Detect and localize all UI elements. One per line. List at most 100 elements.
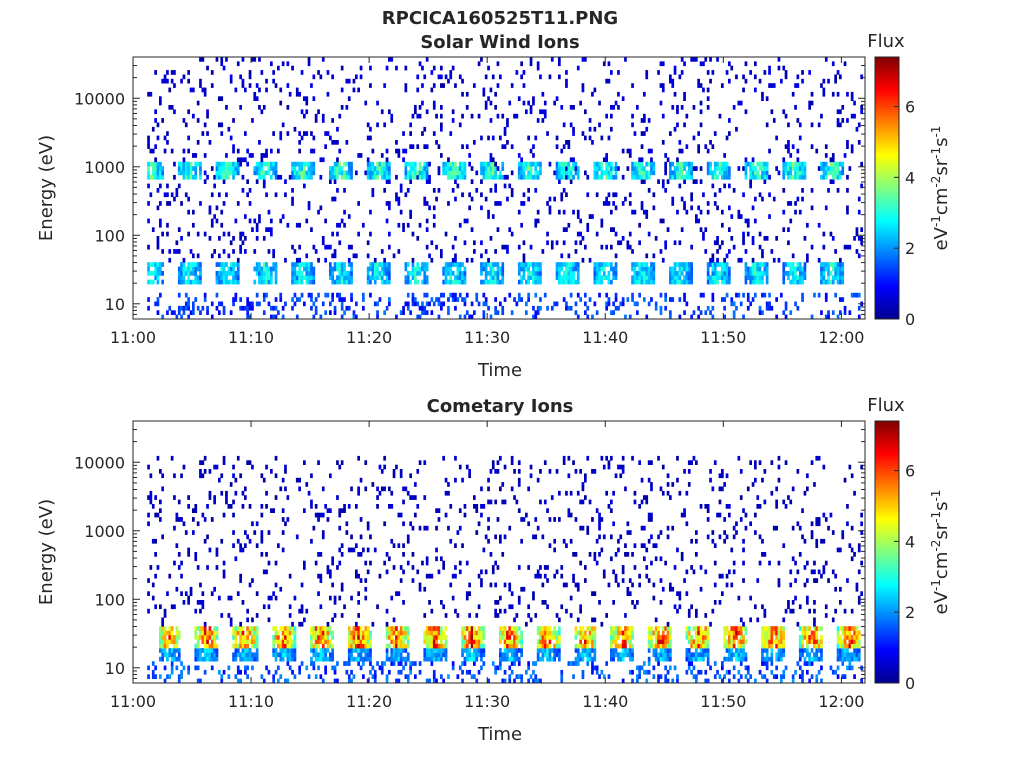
spectrogram-cell <box>765 635 769 640</box>
spectrogram-cell <box>721 83 724 88</box>
spectrogram-cell <box>487 214 490 219</box>
spectrogram-cell <box>513 639 516 644</box>
spectrogram-cell <box>501 310 505 315</box>
spectrogram-cell <box>661 183 665 189</box>
spectrogram-cell <box>824 174 828 180</box>
spectrogram-cell <box>194 275 198 280</box>
spectrogram-cell <box>754 166 757 171</box>
spectrogram-cell <box>742 656 745 662</box>
spectrogram-cell <box>482 87 486 93</box>
spectrogram-cell <box>184 161 188 167</box>
spectrogram-cell <box>314 305 318 311</box>
spectrogram-cell <box>154 157 157 163</box>
spectrogram-cell <box>487 166 490 171</box>
spectrogram-cell <box>794 271 797 276</box>
spectrogram-cell <box>699 100 703 106</box>
spectrogram-cell <box>610 630 613 636</box>
spectrogram-cell <box>180 236 183 241</box>
spectrogram-cell <box>843 656 847 662</box>
spectrogram-cell <box>437 652 441 658</box>
spectrogram-cell <box>645 271 649 276</box>
spectrogram-cell <box>475 297 479 302</box>
spectrogram-cell <box>739 257 743 263</box>
spectrogram-cell <box>780 78 783 84</box>
spectrogram-cell <box>206 174 209 180</box>
spectrogram-cell <box>371 621 375 627</box>
spectrogram-cell <box>494 161 497 167</box>
spectrogram-cell <box>600 262 604 267</box>
spectrogram-cell <box>430 626 434 631</box>
spectrogram-cell <box>350 639 353 644</box>
spectrogram-cell <box>428 301 431 307</box>
spectrogram-cell <box>345 105 349 110</box>
spectrogram-cell <box>610 227 613 232</box>
spectrogram-cell <box>638 674 641 679</box>
spectrogram-cell <box>288 91 292 97</box>
spectrogram-cell <box>680 70 684 75</box>
spectrogram-cell <box>638 222 641 228</box>
spectrogram-cell <box>449 166 453 171</box>
spectrogram-cell <box>820 266 823 272</box>
spectrogram-cell <box>789 279 793 285</box>
spectrogram-cell <box>503 643 507 649</box>
spectrogram-cell <box>210 222 214 228</box>
spectrogram-cell <box>671 105 675 110</box>
spectrogram-cell <box>425 170 429 176</box>
spectrogram-cell <box>843 61 847 67</box>
spectrogram-cell <box>728 118 731 123</box>
spectrogram-cell <box>794 209 797 215</box>
spectrogram-cell <box>709 57 712 62</box>
spectrogram-cell <box>782 674 786 679</box>
spectrogram-cell <box>234 648 238 653</box>
spectrogram-cell <box>182 148 186 154</box>
spectrogram-cell <box>591 643 594 649</box>
spectrogram-cell <box>562 275 566 280</box>
spectrogram-cell <box>234 297 238 302</box>
spectrogram-cell <box>182 161 186 167</box>
spectrogram-cell <box>234 292 238 298</box>
spectrogram-cell <box>846 205 849 211</box>
spectrogram-cell <box>232 297 235 302</box>
spectrogram-cell <box>461 678 464 684</box>
spectrogram-cell <box>633 166 637 171</box>
spectrogram-cell <box>319 314 323 320</box>
spectrogram-cell <box>324 635 327 640</box>
spectrogram-cell <box>239 231 242 237</box>
spectrogram-cell <box>687 630 691 636</box>
spectrogram-cell <box>690 656 693 662</box>
spectrogram-cell <box>482 301 486 307</box>
spectrogram-cell <box>222 170 226 176</box>
spectrogram-cell <box>463 170 467 176</box>
spectrogram-cell <box>454 179 457 184</box>
spectrogram-cell <box>425 292 429 298</box>
spectrogram-cell <box>820 643 823 649</box>
spectrogram-cell <box>359 153 363 158</box>
spectrogram-cell <box>305 96 309 101</box>
spectrogram-cell <box>291 166 294 171</box>
spectrogram-cell <box>300 275 304 280</box>
spectrogram-cell <box>749 271 752 276</box>
spectrogram-cell <box>676 174 679 180</box>
spectrogram-cell <box>298 271 301 276</box>
spectrogram-cell <box>177 161 181 167</box>
spectrogram-cell <box>489 266 493 272</box>
spectrogram-cell <box>203 153 207 158</box>
spectrogram-cell <box>210 314 214 320</box>
spectrogram-cell <box>187 275 190 280</box>
spectrogram-cell <box>385 643 389 649</box>
spectrogram-cell <box>437 166 441 171</box>
spectrogram-cell <box>326 621 330 627</box>
spectrogram-cell <box>517 635 521 640</box>
spectrogram-cell <box>236 262 240 267</box>
spectrogram-cell <box>640 266 644 272</box>
spectrogram-cell <box>739 639 743 644</box>
spectrogram-cell <box>756 262 760 267</box>
spectrogram-cell <box>494 665 497 671</box>
spectrogram-cell <box>600 166 604 171</box>
spectrogram-cell <box>227 253 231 259</box>
spectrogram-cell <box>657 678 660 684</box>
spectrogram-cell <box>274 275 278 280</box>
spectrogram-cell <box>388 626 391 631</box>
spectrogram-cell <box>647 626 651 631</box>
spectrogram-cell <box>501 244 505 250</box>
